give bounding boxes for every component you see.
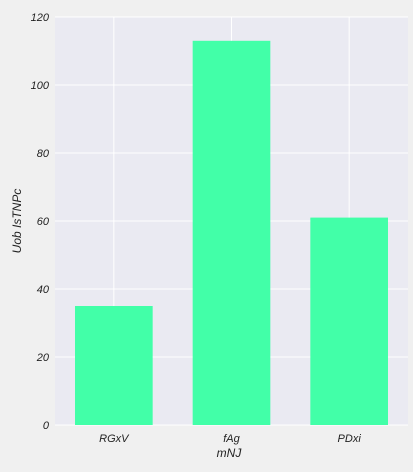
y-tick-label: 40	[37, 284, 50, 296]
x-tick-label: RGxV	[99, 433, 130, 445]
bar-PDxi	[310, 217, 388, 425]
y-axis-ticks: 0 20 40 60 80 100 120	[31, 12, 50, 432]
y-tick-label: 20	[36, 352, 50, 364]
y-tick-label: 0	[43, 420, 50, 432]
y-tick-label: 80	[37, 148, 50, 160]
y-tick-label: 100	[31, 80, 50, 92]
bar-RGxV	[75, 306, 153, 425]
bar-fAg	[192, 40, 271, 426]
y-axis-label: Uob IsTNPc	[10, 189, 24, 254]
y-tick-label: 120	[31, 12, 50, 24]
bars	[75, 40, 388, 426]
y-tick-label: 60	[37, 216, 50, 228]
x-tick-label: fAg	[223, 433, 240, 445]
x-axis-ticks: RGxV fAg PDxi	[99, 433, 361, 445]
x-axis-label: mNJ	[217, 446, 243, 460]
x-tick-label: PDxi	[338, 433, 362, 445]
